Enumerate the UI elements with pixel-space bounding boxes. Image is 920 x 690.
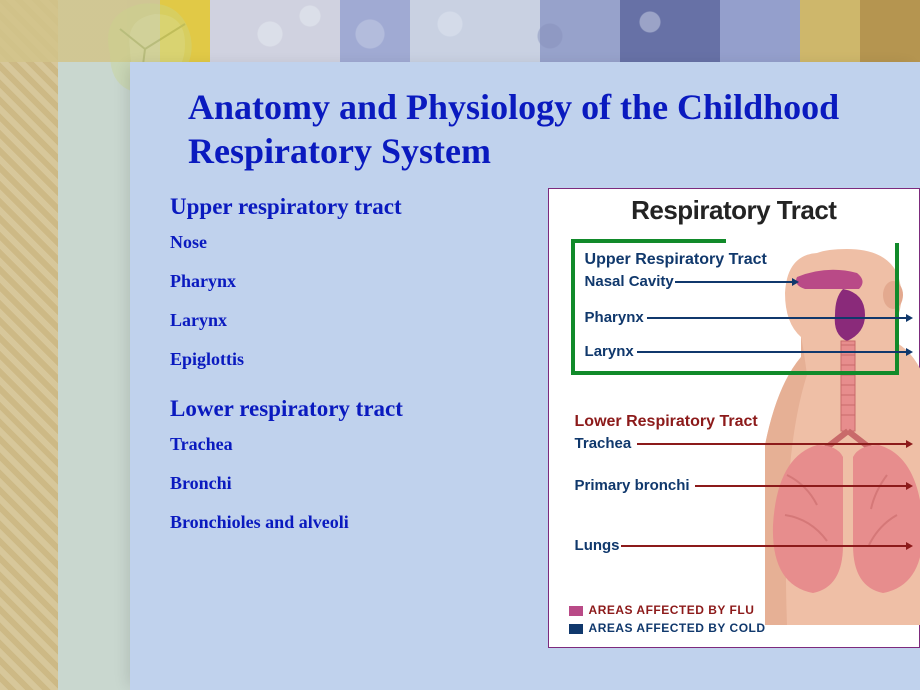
upper-item: Pharynx — [170, 271, 524, 292]
diagram-title: Respiratory Tract — [549, 189, 919, 226]
legend-flu: AREAS AFFECTED BY FLU — [569, 603, 755, 617]
left-texture — [0, 0, 58, 690]
diagram-nasal-label: Nasal Cavity — [585, 273, 674, 290]
page-wrap: Anatomy and Physiology of the Childhood … — [0, 0, 920, 690]
lower-item: Bronchi — [170, 473, 524, 494]
legend-flu-text: AREAS AFFECTED BY FLU — [589, 603, 755, 617]
arrow-trachea — [637, 443, 907, 445]
legend-cold-text: AREAS AFFECTED BY COLD — [589, 621, 766, 635]
arrow-bronchi — [695, 485, 907, 487]
text-column: Upper respiratory tract Nose Pharynx Lar… — [170, 188, 524, 648]
upper-item: Epiglottis — [170, 349, 524, 370]
respiratory-tract-diagram: Respiratory Tract — [548, 188, 920, 648]
diagram-upper-label: Upper Respiratory Tract — [585, 251, 767, 269]
upper-item: Larynx — [170, 310, 524, 331]
lower-item: Bronchioles and alveoli — [170, 512, 524, 533]
arrow-larynx — [637, 351, 907, 353]
arrow-lungs — [621, 545, 907, 547]
diagram-larynx-label: Larynx — [585, 343, 634, 360]
legend-flu-swatch — [569, 606, 583, 616]
legend-cold-swatch — [569, 624, 583, 634]
slide-body: Anatomy and Physiology of the Childhood … — [130, 62, 920, 690]
legend-cold: AREAS AFFECTED BY COLD — [569, 621, 766, 635]
diagram-trachea-label: Trachea — [575, 435, 632, 452]
arrow-nasal — [675, 281, 793, 283]
lower-item: Trachea — [170, 434, 524, 455]
columns: Upper respiratory tract Nose Pharynx Lar… — [130, 188, 920, 648]
slide-title: Anatomy and Physiology of the Childhood … — [130, 62, 920, 188]
diagram-bronchi-label: Primary bronchi — [575, 477, 690, 494]
arrow-pharynx — [647, 317, 907, 319]
diagram-lungs-label: Lungs — [575, 537, 620, 554]
diagram-pharynx-label: Pharynx — [585, 309, 644, 326]
upper-tract-heading: Upper respiratory tract — [170, 194, 524, 220]
upper-item: Nose — [170, 232, 524, 253]
lower-tract-heading: Lower respiratory tract — [170, 396, 524, 422]
diagram-lower-label: Lower Respiratory Tract — [575, 413, 758, 431]
